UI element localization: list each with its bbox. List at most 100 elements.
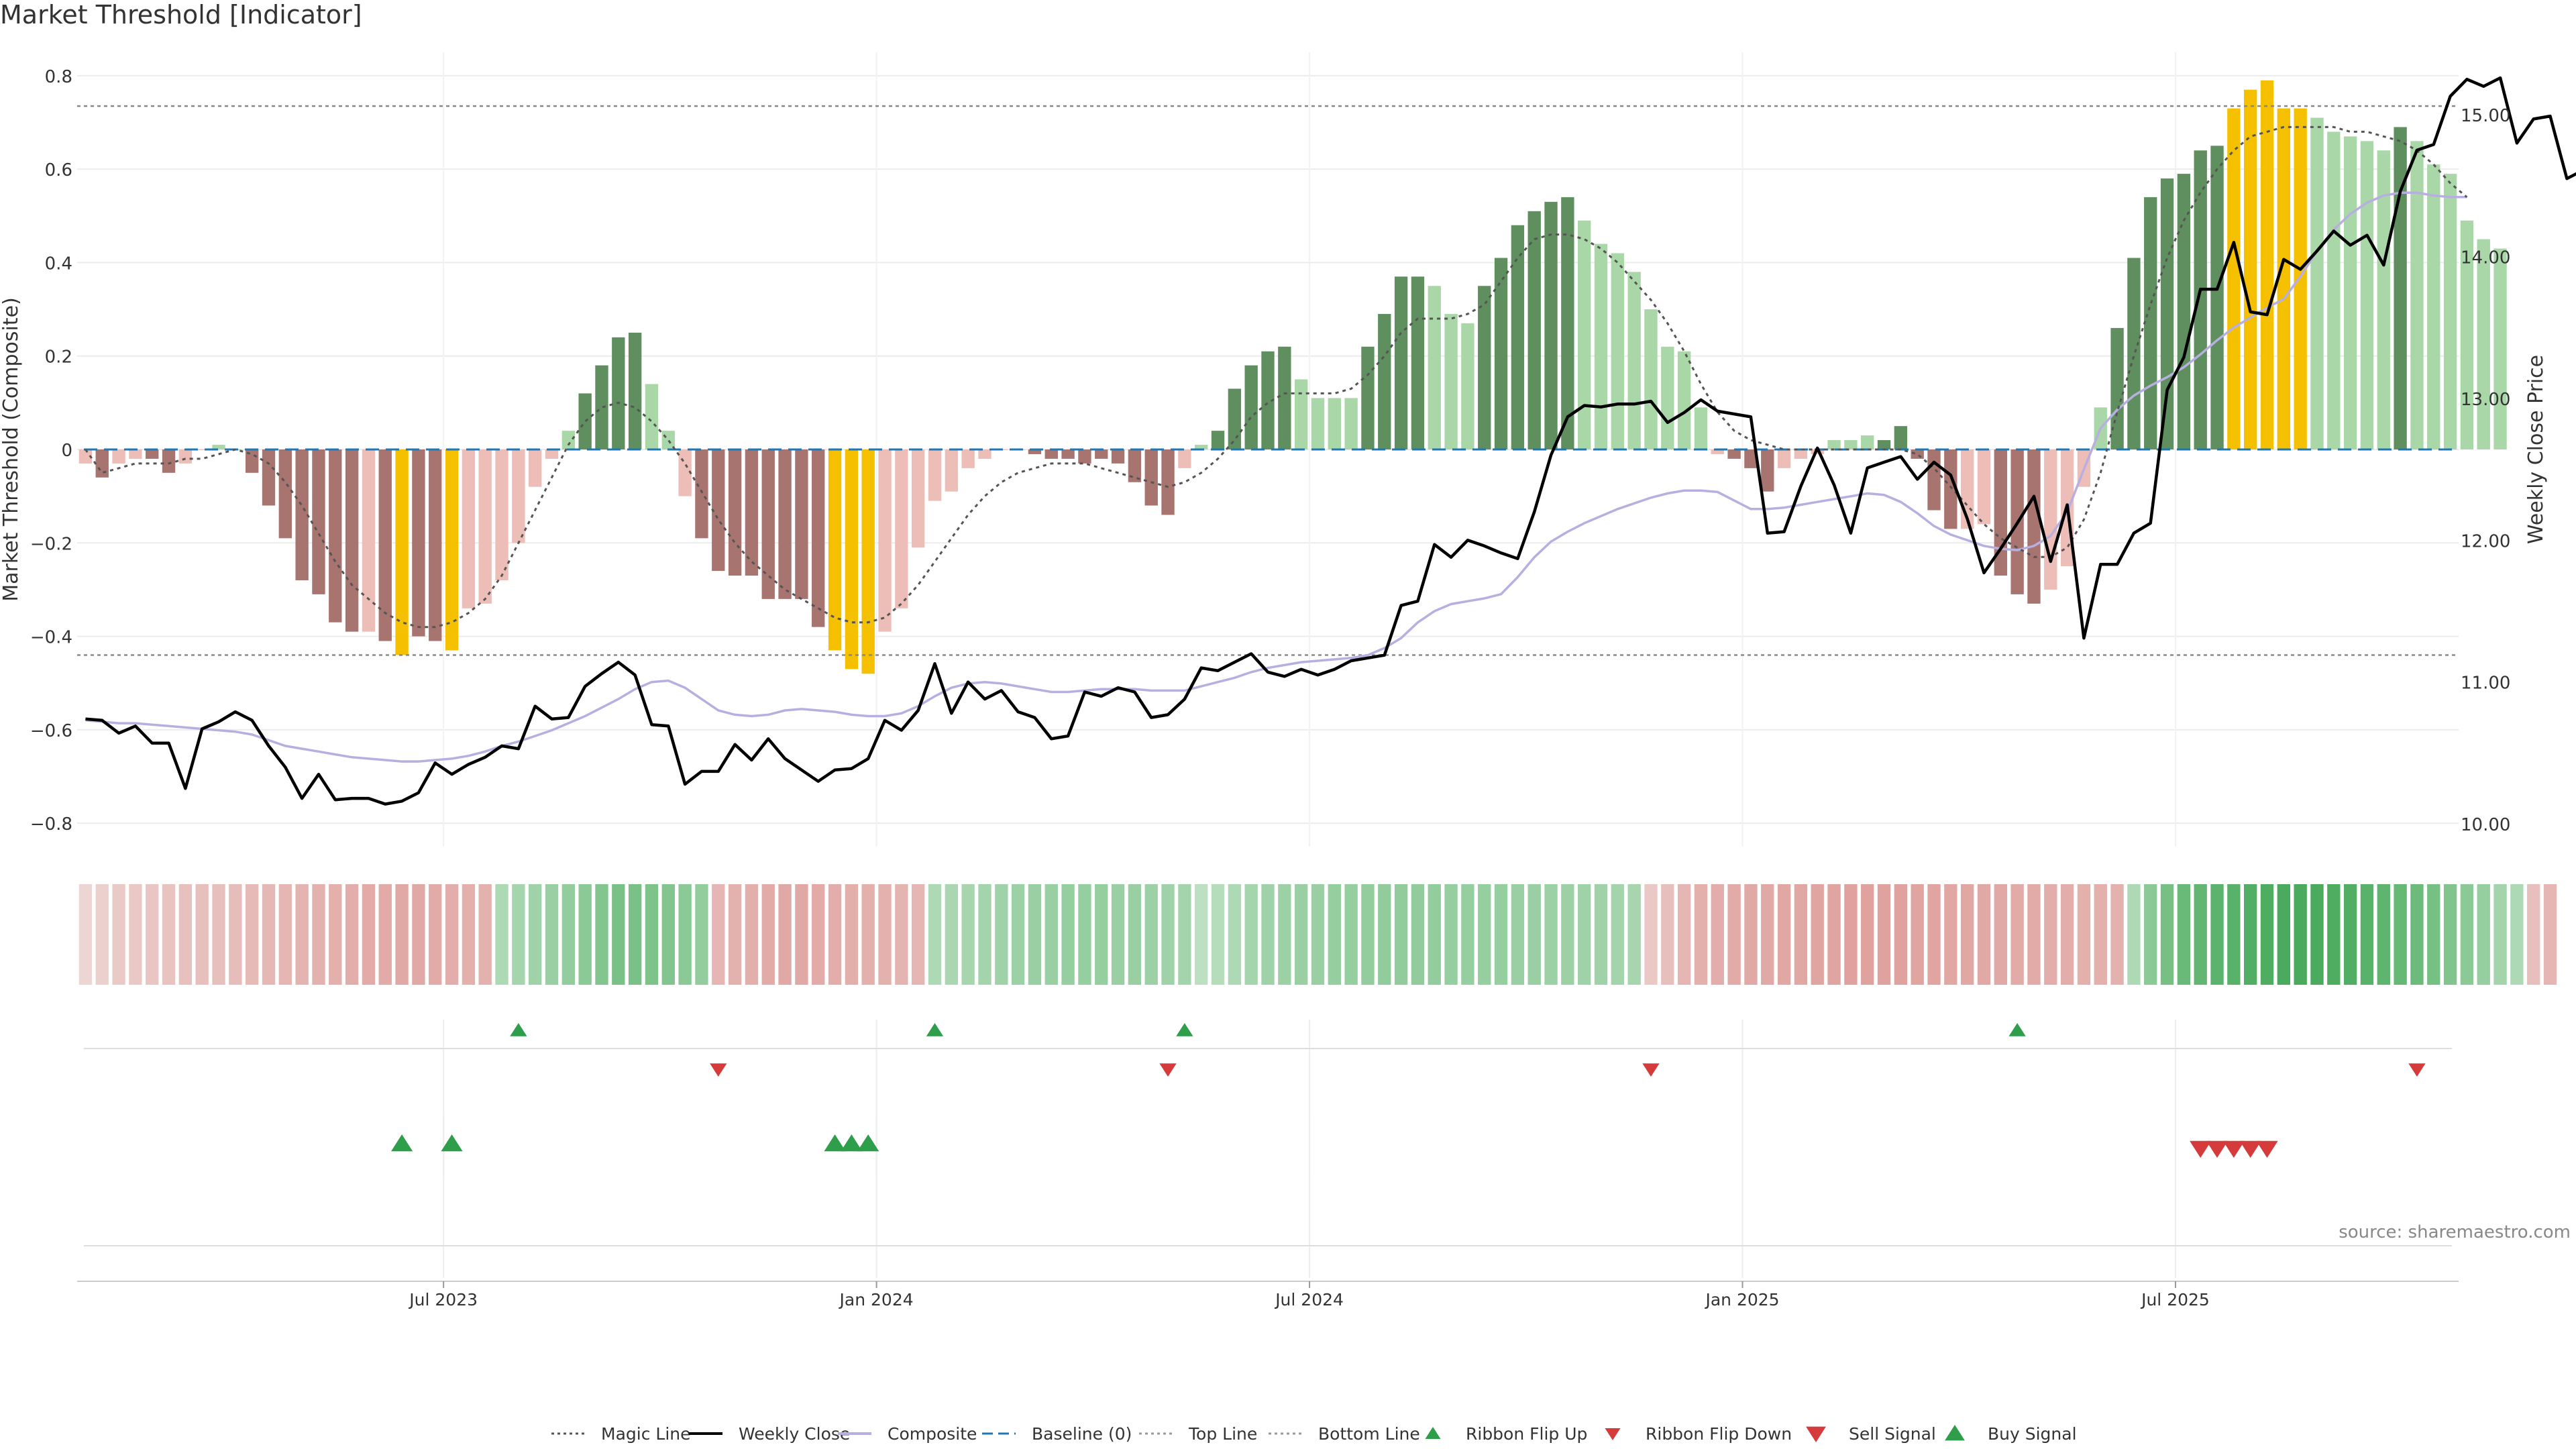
composite-bar [1044,449,1058,459]
x-tick-label: Jul 2025 [2140,1290,2210,1309]
composite-bar [861,449,875,674]
composite-bar [2460,220,2474,449]
composite-bar [395,449,409,655]
composite-bar [1428,286,1441,449]
composite-bar [1244,365,1258,449]
ribbon-cell [1744,884,1758,985]
buy-signal-marker [390,1134,413,1152]
source-label: source: sharemaestro.com [2339,1222,2571,1242]
composite-bar [2210,146,2224,449]
composite-bar [378,449,392,641]
composite-bar [1794,449,1808,459]
composite-bar [1228,388,1242,449]
ribbon-cell [1195,884,1208,985]
ribbon-cell [1861,884,1874,985]
composite-bar [1911,449,1924,459]
composite-bar [1111,449,1125,464]
ribbon-cell [2260,884,2274,985]
x-tick-label: Jan 2024 [839,1290,914,1309]
composite-bar [2360,141,2374,449]
ribbon-cell [545,884,559,985]
composite-bar [845,449,859,669]
ribbon-cell [845,884,859,985]
ribbon-cell [712,884,725,985]
ribbon-cell [728,884,742,985]
ribbon-cell [2543,884,2557,985]
buy-signal-marker [824,1134,846,1152]
legend-swatch [1605,1428,1621,1440]
ribbon-cell [661,884,675,985]
composite-bar [2377,150,2390,449]
composite-bar [612,337,625,449]
ribbon-cell [1777,884,1791,985]
composite-bar [1378,314,1391,449]
ribbon-cell [378,884,392,985]
ribbon-cell [1328,884,1341,985]
ribbon-cell [645,884,659,985]
ribbon-cell [195,884,209,985]
buy-signal-marker [857,1134,879,1152]
composite-bar [1178,449,1191,468]
composite-bar [1078,449,1091,464]
chart-title: Market Threshold [Indicator] [0,0,362,30]
y-left-tick-label: −0.6 [30,721,72,741]
ribbon-cell [1228,884,1242,985]
composite-bar [278,449,292,539]
ribbon-cell [2477,884,2490,985]
composite-bar [578,393,592,449]
composite-bar [95,449,109,478]
ribbon-cell [429,884,442,985]
ribbon-cell [2077,884,2091,985]
ribbon-cell [2060,884,2074,985]
legend-item: Magic Line [551,1424,691,1444]
ribbon-cell [695,884,708,985]
ribbon-cell [2094,884,2107,985]
ribbon-cell [1144,884,1158,985]
composite-bar [1161,449,1175,515]
composite-bars-layer [78,80,2507,674]
ribbon-cell [2510,884,2524,985]
ribbon-flip-up-marker [510,1023,527,1036]
y-left-tick-label: 0 [61,441,72,461]
composite-bar [878,449,892,632]
ribbon-cell [2044,884,2057,985]
ribbon-cell [2127,884,2141,985]
buy-signal-marker [841,1134,863,1152]
composite-bar [745,449,759,576]
composite-bar [2493,248,2507,449]
ribbon-cell [2227,884,2241,985]
composite-bar [2443,174,2457,449]
ribbon-flip-down-marker [1159,1063,1177,1077]
composite-bar [2277,108,2291,449]
ribbon-cell [262,884,276,985]
ribbon-cell [1844,884,1858,985]
legend-swatch [1425,1427,1441,1439]
composite-bar [129,449,142,459]
composite-bar [178,449,193,464]
composite-bar [1394,276,1408,449]
composite-bar [1294,379,1308,449]
y-left-tick-label: 0.4 [45,254,72,274]
ribbon-cell [1894,884,1908,985]
composite-bar [695,449,708,539]
composite-bar [1661,346,1674,449]
x-tick-label: Jul 2024 [1274,1290,1344,1309]
ribbon-cell [995,884,1008,985]
weekly-close-line [85,76,2576,806]
ribbon-cell [2160,884,2174,985]
composite-bar [195,449,209,450]
legend-item: Buy Signal [1945,1424,2077,1444]
ribbon-cell [2144,884,2157,985]
composite-bar [2227,108,2241,449]
legend-item: Top Line [1139,1424,1257,1444]
ribbon-cell [1561,884,1574,985]
ribbon-cell [1661,884,1674,985]
ribbon-cell [129,884,142,985]
composite-bar [345,449,359,632]
composite-bar [1211,431,1225,449]
composite-bar [911,449,925,548]
ribbon-cell [1461,884,1474,985]
ribbon-cell [612,884,625,985]
composite-bar [1611,253,1625,449]
